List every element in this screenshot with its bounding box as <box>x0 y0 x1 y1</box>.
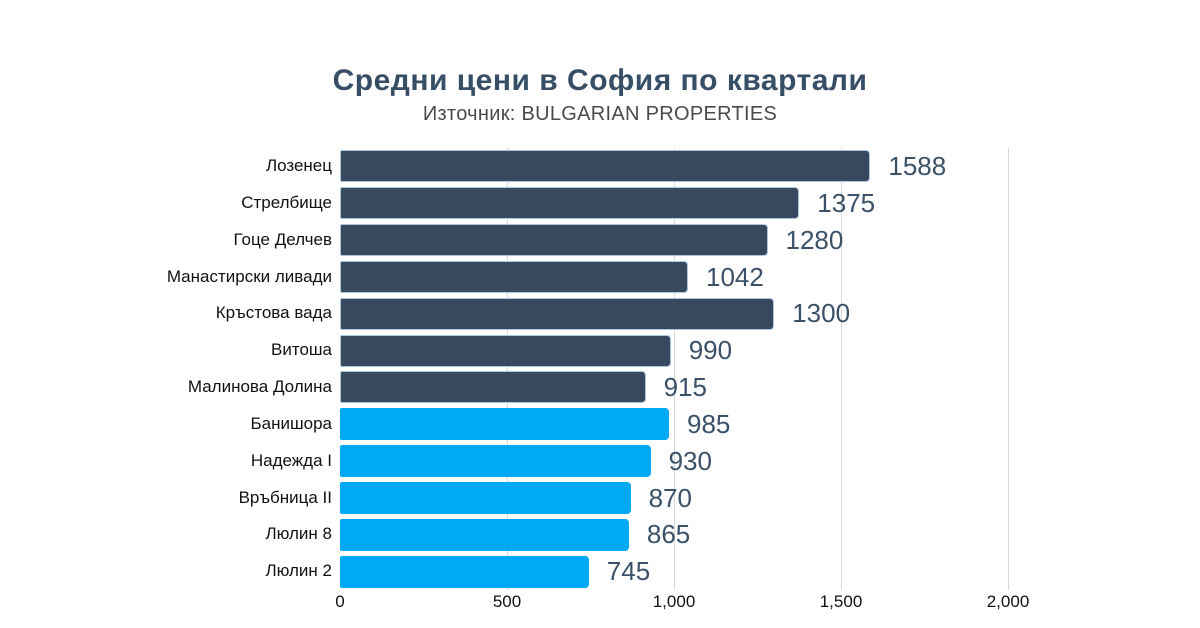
x-tick-label: 500 <box>492 592 522 611</box>
value-label: 1280 <box>785 224 844 255</box>
gridline <box>507 148 508 590</box>
value-label: 870 <box>648 482 692 513</box>
category-label: Люлин 8 <box>265 524 332 544</box>
x-tick-label: 1,500 <box>819 592 863 611</box>
value-label: 1588 <box>888 151 947 181</box>
category-label: Манастирски ливади <box>166 266 332 286</box>
x-tick-label: 2,000 <box>986 592 1030 611</box>
chart-subtitle: Източник: BULGARIAN PROPERTIES <box>422 103 778 125</box>
gridline <box>1008 148 1009 590</box>
value-label: 1042 <box>706 261 764 292</box>
category-label: Връбница II <box>238 487 332 507</box>
category-axis: Лозенец Стрелбище Гоце Делчев Манастирски л… <box>0 148 332 590</box>
bar <box>340 187 800 220</box>
category-label: Банишора <box>250 413 333 433</box>
x-axis: 0 500 1,000 1,500 2,000 <box>335 592 1029 614</box>
category-label: Надежда I <box>250 450 332 470</box>
value-label: 745 <box>606 556 651 587</box>
bar <box>340 224 768 257</box>
x-tick-label: 0 <box>335 592 345 611</box>
gridline <box>674 148 675 590</box>
bar <box>340 150 871 183</box>
value-label: 1375 <box>817 187 876 218</box>
value-label: 990 <box>688 335 733 366</box>
bar <box>340 555 589 588</box>
category-label: Стрелбище <box>241 192 332 212</box>
value-label: 985 <box>687 408 731 439</box>
bar <box>340 260 688 293</box>
value-label: 915 <box>663 372 707 402</box>
category-label: Гоце Делчев <box>233 229 332 249</box>
category-label: Малинова Долина <box>187 377 332 396</box>
plot-area: 1588 1375 1280 1042 1300 990 915 985 930 870 865 74… <box>340 148 1009 590</box>
gridline <box>841 148 842 590</box>
chart-title: Средни цени в София по квартали <box>332 64 868 97</box>
bar <box>340 518 629 551</box>
category-label: Витоша <box>271 340 332 360</box>
value-label: 865 <box>646 519 691 550</box>
value-label: 930 <box>668 445 712 476</box>
x-tick-label: 1,000 <box>652 592 696 611</box>
category-label: Кръстова вада <box>215 303 332 323</box>
category-label: Лозенец <box>265 156 332 175</box>
bar <box>340 408 669 441</box>
bar <box>340 445 651 478</box>
bar <box>340 371 646 404</box>
category-label: Люлин 2 <box>265 561 332 581</box>
bar <box>340 334 671 367</box>
value-label: 1300 <box>792 298 851 329</box>
bar <box>340 481 631 514</box>
bar <box>340 297 775 330</box>
